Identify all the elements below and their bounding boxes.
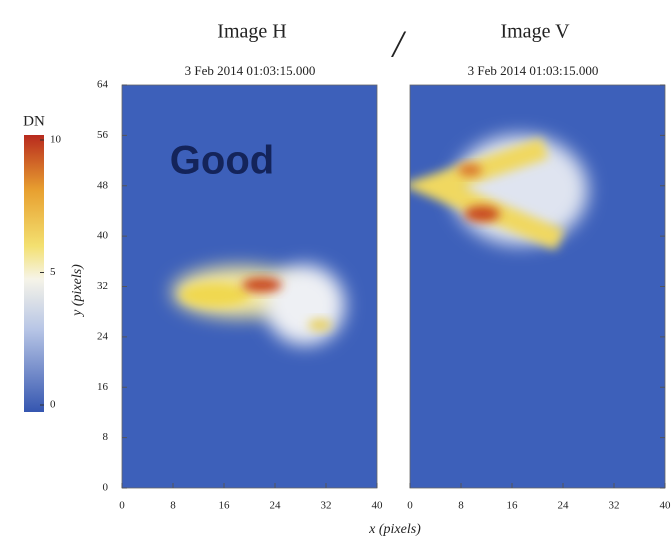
annotation: Good: [170, 139, 274, 183]
y-tick-label: 8: [103, 431, 109, 443]
timestamp: 3 Feb 2014 01:03:15.000: [468, 63, 599, 78]
y-tick-label: 64: [97, 79, 109, 91]
image-v: [410, 85, 665, 488]
x-tick-label: 0: [407, 500, 413, 512]
x-tick-label: 0: [119, 500, 125, 512]
x-tick-label: 16: [507, 500, 519, 512]
x-tick-label: 24: [558, 500, 570, 512]
x-tick-label: 16: [219, 500, 231, 512]
colorbar-tick-label: 10: [50, 134, 62, 146]
x-tick-label: 24: [270, 500, 282, 512]
colorbar-tick-label: 0: [50, 399, 56, 411]
y-tick-label: 24: [97, 330, 109, 342]
panel-title: Image H: [217, 21, 286, 43]
separator: /: [391, 24, 407, 66]
colorbar-tick-label: 5: [50, 266, 56, 278]
panel-title: Image V: [500, 21, 570, 43]
y-axis-label: y (pixels): [70, 264, 85, 318]
y-tick-label: 48: [97, 179, 109, 191]
x-tick-label: 40: [372, 500, 384, 512]
colorbar: [24, 135, 44, 412]
x-tick-label: 8: [170, 500, 176, 512]
x-tick-label: 32: [321, 500, 332, 512]
y-tick-label: 16: [97, 381, 109, 393]
x-tick-label: 32: [609, 500, 620, 512]
x-axis-label: x (pixels): [368, 522, 421, 537]
y-tick-label: 40: [97, 230, 109, 242]
y-tick-label: 0: [103, 482, 109, 494]
figure: Image H Image V 3 Feb 2014 01:03:15.000 …: [0, 0, 671, 545]
timestamp: 3 Feb 2014 01:03:15.000: [185, 63, 316, 78]
y-tick-label: 32: [97, 280, 108, 292]
x-tick-label: 40: [660, 500, 671, 512]
x-tick-label: 8: [458, 500, 464, 512]
colorbar-label: DN: [23, 113, 45, 129]
y-tick-label: 56: [97, 129, 109, 141]
